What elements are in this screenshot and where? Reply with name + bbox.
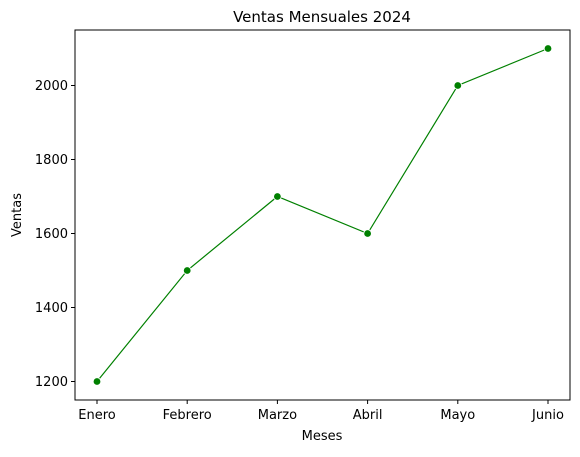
y-tick-label: 1600 [35, 227, 68, 242]
y-tick-label: 2000 [35, 79, 68, 94]
x-tick-label: Marzo [258, 408, 297, 423]
data-point [453, 81, 462, 90]
data-point [543, 44, 553, 53]
y-axis-label: Ventas [10, 193, 25, 237]
series-line [96, 47, 549, 382]
x-tick-label: Enero [78, 408, 116, 423]
chart-title: Ventas Mensuales 2024 [233, 8, 411, 26]
data-point [273, 192, 282, 201]
y-tick-label: 1800 [35, 153, 68, 168]
y-tick-label: 1200 [35, 375, 68, 390]
x-tick-label: Abril [353, 408, 383, 423]
data-point [363, 229, 372, 238]
y-tick-label: 1400 [35, 301, 68, 316]
x-tick-label: Junio [531, 408, 564, 423]
x-tick-label: Mayo [440, 408, 475, 423]
plot-frame [74, 29, 571, 401]
data-point [92, 377, 102, 386]
data-point [182, 266, 192, 275]
x-axis-label: Meses [302, 429, 343, 444]
plot-area: 1200 1400 1600 1800 2000 Enero Febrero Marzo Abr… [35, 29, 571, 423]
x-tick-label: Febrero [163, 408, 212, 423]
